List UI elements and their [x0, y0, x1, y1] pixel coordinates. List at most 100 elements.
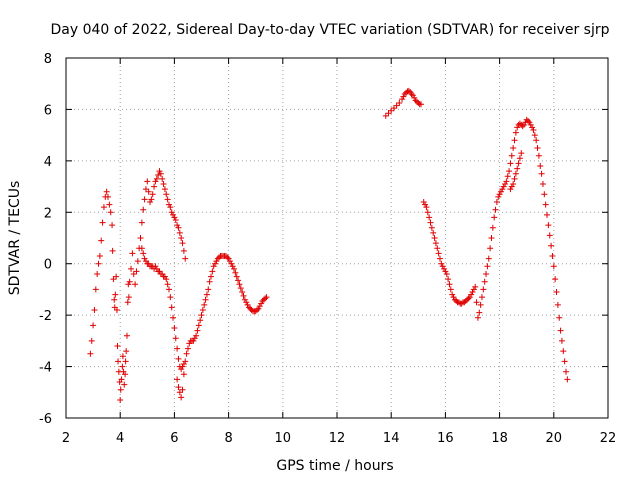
data-point: [409, 92, 416, 99]
data-point: [109, 222, 116, 229]
data-point: [163, 276, 170, 283]
data-point: [168, 304, 175, 311]
data-point: [558, 337, 565, 344]
data-point: [133, 268, 140, 275]
data-point: [434, 245, 441, 252]
data-point: [119, 363, 126, 370]
data-point: [107, 209, 114, 216]
data-point: [118, 376, 125, 383]
data-point: [390, 105, 397, 112]
data-point: [159, 271, 166, 277]
data-point: [122, 358, 129, 365]
data-point: [156, 168, 163, 175]
data-point: [106, 201, 113, 208]
data-point: [191, 335, 198, 342]
data-point: [178, 394, 185, 401]
data-point: [535, 152, 542, 159]
data-point: [504, 173, 511, 180]
data-point: [190, 337, 197, 344]
data-point: [103, 188, 110, 195]
x-tick-label: 18: [491, 431, 508, 446]
data-point: [423, 204, 430, 211]
data-point: [518, 150, 525, 157]
data-point: [132, 281, 139, 288]
data-point: [426, 214, 433, 221]
data-point: [167, 204, 174, 211]
data-point: [488, 235, 495, 241]
data-point: [449, 291, 456, 298]
data-point: [401, 91, 408, 97]
data-point: [112, 291, 119, 298]
data-point: [511, 137, 518, 144]
data-point: [98, 237, 105, 244]
data-point: [529, 124, 536, 131]
data-point: [90, 322, 97, 329]
data-point: [506, 168, 513, 175]
data-point: [503, 178, 510, 185]
data-point: [510, 181, 517, 187]
data-point: [175, 384, 182, 391]
data-point: [179, 386, 186, 393]
data-point: [430, 229, 437, 236]
data-point: [512, 129, 519, 136]
data-point: [493, 199, 500, 205]
data-point: [170, 314, 177, 321]
data-point: [469, 289, 476, 295]
data-point: [538, 170, 545, 177]
data-point: [478, 294, 485, 301]
data-point: [184, 345, 191, 352]
data-point: [129, 250, 136, 257]
data-point: [507, 186, 514, 193]
data-point: [523, 116, 530, 123]
data-point: [172, 217, 179, 223]
data-point: [262, 295, 269, 302]
data-point: [213, 258, 220, 265]
data-point: [222, 253, 229, 259]
data-point: [170, 211, 177, 218]
data-point: [179, 240, 186, 247]
data-point: [121, 381, 128, 388]
data-point: [476, 309, 483, 316]
data-point: [157, 170, 164, 177]
data-point: [388, 107, 395, 114]
data-point: [145, 260, 152, 267]
data-point: [418, 101, 425, 108]
chart-title: Day 040 of 2022, Sidereal Day-to-day VTE…: [50, 22, 609, 38]
data-point: [134, 258, 141, 265]
y-tick-label: 6: [44, 103, 52, 118]
data-point: [442, 268, 449, 275]
data-point: [165, 201, 172, 208]
data-point: [480, 286, 487, 293]
data-point: [201, 301, 208, 308]
data-point: [160, 181, 167, 187]
x-axis-label: GPS time / hours: [276, 458, 393, 474]
y-tick-label: 0: [44, 258, 52, 273]
data-point: [258, 300, 265, 307]
x-tick-label: 16: [437, 431, 454, 446]
data-point: [175, 224, 182, 231]
data-point: [153, 175, 160, 182]
data-point: [254, 307, 261, 313]
data-point: [87, 350, 94, 357]
data-point: [124, 299, 131, 306]
data-point: [466, 294, 473, 301]
data-point: [155, 172, 162, 178]
data-point: [240, 292, 247, 299]
data-point: [125, 294, 132, 301]
data-point: [450, 294, 457, 301]
data-point: [413, 98, 420, 105]
x-tick-label: 10: [275, 431, 292, 446]
data-point: [515, 160, 522, 167]
data-point: [94, 271, 101, 277]
data-point: [244, 301, 251, 308]
data-point: [502, 181, 509, 187]
x-tick-label: 12: [329, 431, 346, 446]
data-point: [445, 276, 452, 283]
data-point: [546, 232, 553, 239]
data-point: [206, 278, 213, 285]
data-point: [152, 263, 159, 270]
data-point: [548, 242, 555, 249]
data-point: [171, 325, 178, 331]
data-point: [117, 386, 124, 393]
